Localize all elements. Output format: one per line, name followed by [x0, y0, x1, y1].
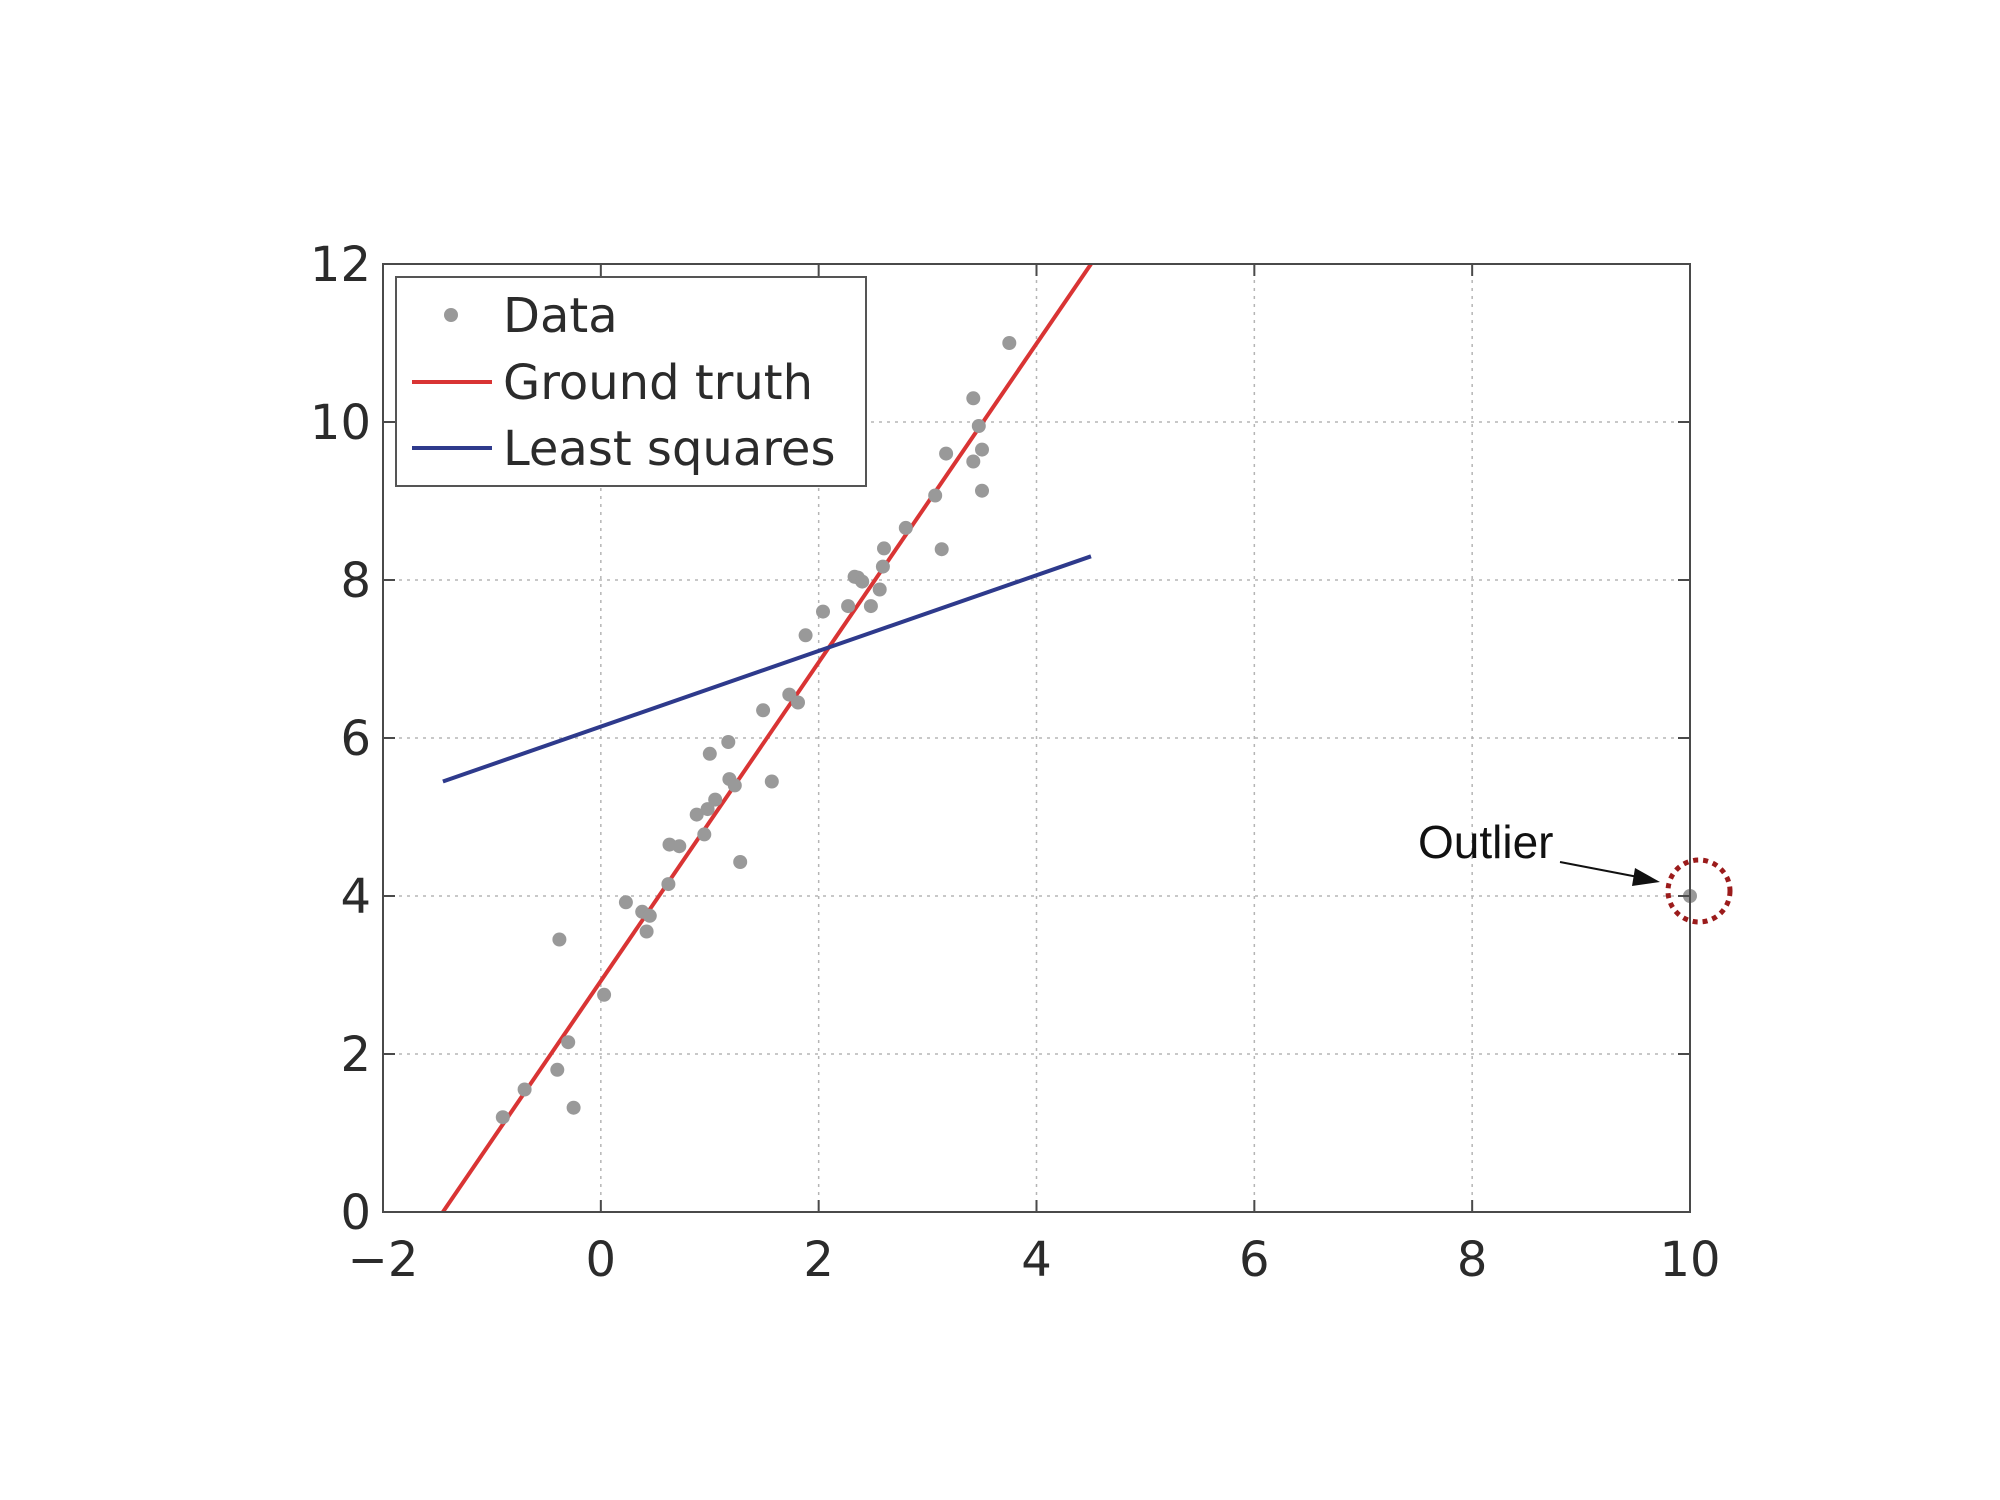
- y-axis-ticks: 0 2 4 6 8 10 12: [310, 237, 1690, 1241]
- y-tick-label: 2: [340, 1027, 371, 1083]
- data-point: [495, 1110, 510, 1125]
- data-point: [642, 908, 657, 923]
- data-point: [872, 582, 887, 597]
- x-tick-label: 10: [1659, 1232, 1720, 1288]
- y-tick-label: 6: [340, 711, 371, 767]
- data-point: [639, 924, 654, 939]
- legend-label-data: Data: [503, 288, 618, 344]
- legend: Data Ground truth Least squares: [395, 276, 867, 487]
- data-point: [721, 735, 736, 749]
- series-points: [495, 336, 1697, 1125]
- x-tick-label: 4: [1021, 1232, 1052, 1288]
- data-point: [841, 599, 856, 614]
- data-point: [708, 792, 723, 807]
- data-point: [928, 488, 943, 503]
- data-point: [727, 778, 742, 793]
- data-point: [597, 987, 612, 1002]
- outlier-label: Outlier: [1418, 816, 1553, 868]
- grid: [383, 264, 1690, 1212]
- outlier-arrow-shaft: [1559, 861, 1639, 878]
- legend-label-least-squares: Least squares: [503, 421, 835, 477]
- data-point: [689, 807, 704, 822]
- data-point: [566, 1100, 581, 1115]
- y-tick-label: 12: [310, 237, 371, 293]
- data-point: [1002, 336, 1017, 350]
- x-tick-label: −2: [348, 1232, 419, 1288]
- data-point: [855, 574, 870, 589]
- data-point: [971, 419, 986, 433]
- x-tick-label: 8: [1457, 1232, 1488, 1288]
- data-point: [798, 628, 813, 643]
- legend-marker-data: [444, 308, 458, 322]
- y-tick-label: 8: [340, 553, 371, 609]
- y-tick-label: 0: [340, 1185, 371, 1241]
- data-point: [966, 454, 981, 469]
- data-point: [733, 855, 748, 869]
- legend-label-ground-truth: Ground truth: [503, 355, 813, 411]
- y-tick-label: 10: [310, 395, 371, 451]
- x-tick-label: 6: [1239, 1232, 1270, 1288]
- x-tick-label: 2: [803, 1232, 834, 1288]
- data-point: [661, 877, 676, 892]
- data-point: [966, 391, 981, 406]
- data-point: [672, 839, 687, 854]
- data-point: [875, 559, 890, 574]
- data-point: [550, 1062, 565, 1077]
- data-point: [816, 604, 830, 619]
- outlier-highlight-circle: [1665, 857, 1733, 925]
- data-point: [552, 932, 567, 947]
- y-tick-label: 4: [340, 869, 371, 925]
- data-point: [791, 695, 805, 710]
- x-tick-label: 0: [586, 1232, 617, 1288]
- data-point: [939, 446, 954, 461]
- data-point: [975, 442, 989, 457]
- series-line-least-squares: [442, 554, 1092, 784]
- outlier-annotation: Outlier: [1418, 816, 1733, 925]
- data-point: [756, 703, 771, 718]
- data-point: [517, 1082, 532, 1097]
- data-point: [898, 520, 913, 535]
- data-point: [863, 599, 878, 614]
- x-axis-ticks: −2 0 2 4 6 8 10: [348, 264, 1721, 1288]
- outlier-arrow-head: [1632, 868, 1660, 886]
- data-point: [877, 541, 891, 556]
- data-point: [934, 542, 949, 557]
- data-point: [618, 895, 633, 910]
- data-point: [764, 774, 779, 789]
- data-point: [697, 827, 712, 842]
- data-point: [975, 483, 989, 498]
- data-point: [702, 746, 717, 761]
- data-point: [561, 1035, 576, 1050]
- data-point: [700, 802, 715, 817]
